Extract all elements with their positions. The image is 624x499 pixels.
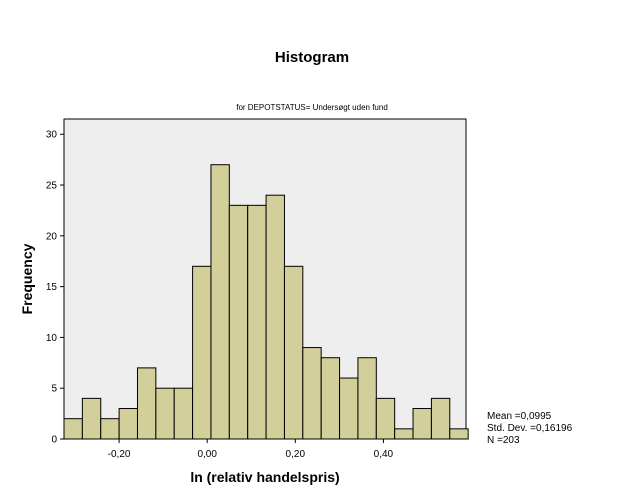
y-tick-label: 25 — [46, 181, 58, 192]
histogram-bar — [192, 265, 212, 440]
y-tick-label: 30 — [46, 130, 58, 141]
histogram-bars — [63, 164, 469, 440]
histogram-bar — [302, 347, 322, 440]
y-axis-label: Frequency — [19, 243, 35, 314]
histogram-bar — [247, 204, 267, 440]
chart-title: Histogram — [275, 49, 349, 66]
histogram-bar — [100, 418, 120, 440]
y-tick-label: 0 — [51, 435, 57, 446]
histogram-bar — [63, 418, 83, 440]
y-tick-label: 10 — [46, 333, 58, 344]
histogram-bar — [265, 194, 285, 440]
histogram-bar — [375, 397, 396, 440]
x-tick-label: 0,20 — [286, 449, 306, 460]
x-tick-label: 0,40 — [374, 449, 394, 460]
histogram-bar — [449, 428, 469, 440]
histogram-bar — [210, 164, 230, 440]
histogram-bar — [155, 387, 175, 440]
histogram-bar — [136, 367, 157, 440]
y-tick-label: 15 — [46, 282, 58, 293]
histogram-bar — [339, 377, 359, 440]
histogram-bar — [283, 265, 304, 440]
stats-std-dev: Std. Dev. =0,16196 — [487, 423, 573, 434]
histogram-bar — [320, 357, 341, 440]
y-tick-label: 5 — [51, 384, 57, 395]
histogram-bar — [430, 397, 451, 440]
stats-mean: Mean =0,0995 — [487, 411, 552, 422]
histogram-bar — [173, 387, 194, 440]
y-axis: 0 5 10 15 20 25 30 — [46, 130, 64, 446]
stats-n: N =203 — [487, 435, 520, 446]
y-tick-label: 20 — [46, 231, 58, 242]
histogram-bar — [228, 204, 249, 440]
histogram-bar — [118, 408, 138, 440]
x-axis: -0,20 0,00 0,20 0,40 — [108, 439, 394, 460]
histogram-bar — [357, 357, 377, 440]
histogram-bar — [412, 408, 432, 440]
x-tick-label: -0,20 — [108, 449, 131, 460]
histogram-bar — [81, 397, 102, 440]
chart-subtitle: for DEPOTSTATUS= Undersøgt uden fund — [236, 103, 388, 112]
histogram-bar — [394, 428, 414, 440]
x-tick-label: 0,00 — [197, 449, 217, 460]
x-axis-label: ln (relativ handelspris) — [190, 469, 339, 485]
